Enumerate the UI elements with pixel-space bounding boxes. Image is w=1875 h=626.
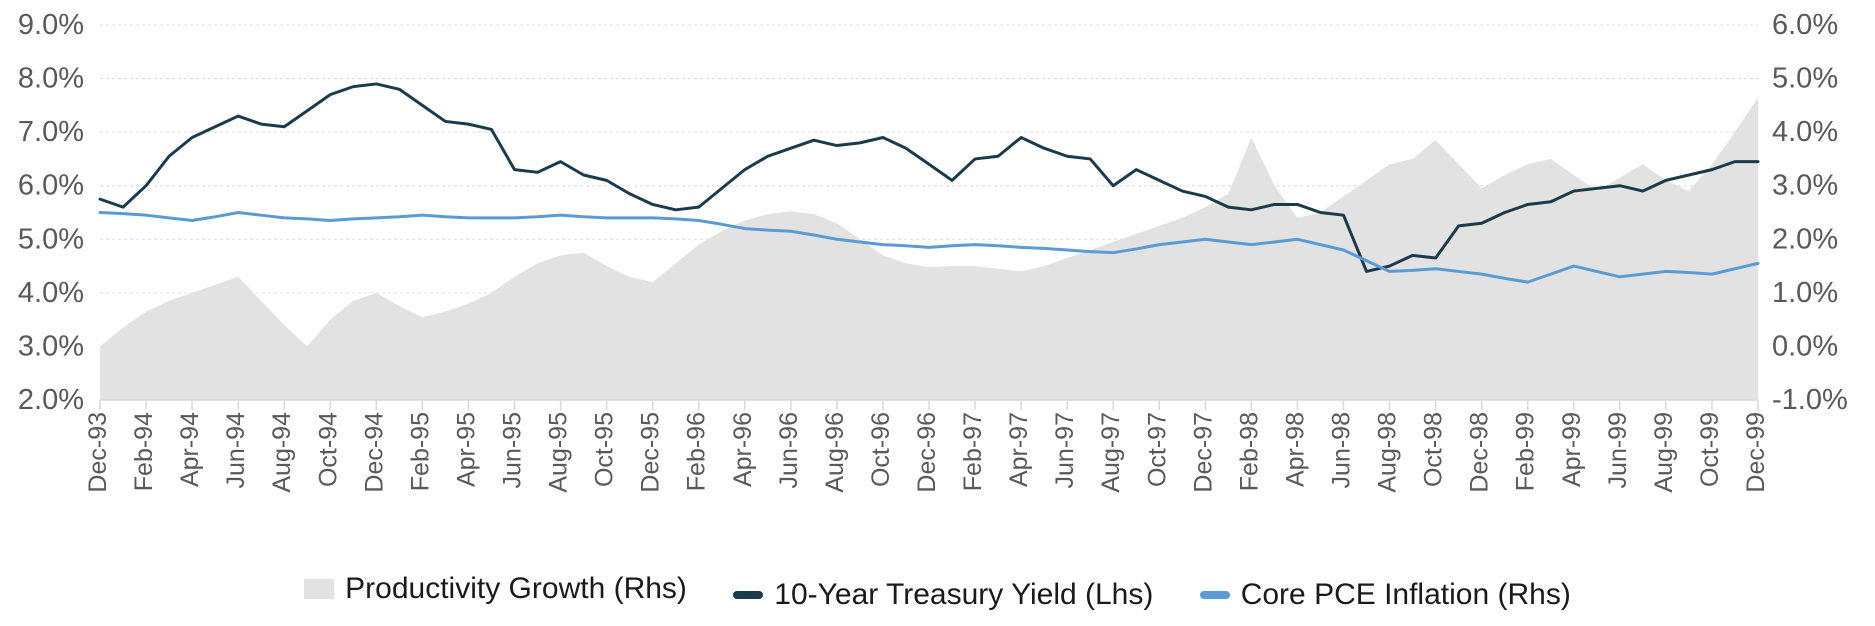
svg-text:Apr-99: Apr-99 <box>1558 412 1586 487</box>
svg-text:8.0%: 8.0% <box>18 63 84 95</box>
svg-text:Jun-96: Jun-96 <box>775 412 803 488</box>
svg-text:Dec-98: Dec-98 <box>1466 412 1494 493</box>
svg-text:5.0%: 5.0% <box>1772 63 1838 95</box>
svg-text:Feb-98: Feb-98 <box>1235 412 1263 491</box>
svg-text:Oct-97: Oct-97 <box>1143 412 1171 487</box>
svg-text:Feb-94: Feb-94 <box>130 412 158 491</box>
svg-text:Aug-98: Aug-98 <box>1374 412 1402 493</box>
svg-text:Aug-99: Aug-99 <box>1650 412 1678 493</box>
svg-text:Oct-94: Oct-94 <box>314 412 342 487</box>
svg-text:Dec-99: Dec-99 <box>1742 412 1770 493</box>
svg-text:3.0%: 3.0% <box>1772 170 1838 202</box>
svg-text:6.0%: 6.0% <box>1772 9 1838 41</box>
svg-text:Aug-95: Aug-95 <box>545 412 573 493</box>
svg-text:3.0%: 3.0% <box>18 330 84 362</box>
svg-text:Feb-97: Feb-97 <box>959 412 987 491</box>
svg-text:Oct-95: Oct-95 <box>591 412 619 487</box>
svg-text:Jun-99: Jun-99 <box>1604 412 1632 488</box>
svg-text:-1.0%: -1.0% <box>1772 384 1848 416</box>
svg-text:Oct-98: Oct-98 <box>1420 412 1448 487</box>
svg-text:0.0%: 0.0% <box>1772 330 1838 362</box>
svg-text:Aug-97: Aug-97 <box>1097 412 1125 493</box>
svg-text:Feb-95: Feb-95 <box>406 412 434 491</box>
svg-text:Jun-97: Jun-97 <box>1051 412 1079 488</box>
svg-text:Dec-96: Dec-96 <box>913 412 941 493</box>
svg-text:Oct-96: Oct-96 <box>867 412 895 487</box>
svg-text:Aug-96: Aug-96 <box>821 412 849 493</box>
svg-text:4.0%: 4.0% <box>1772 116 1838 148</box>
svg-text:Apr-94: Apr-94 <box>176 412 204 487</box>
svg-text:Apr-96: Apr-96 <box>729 412 757 487</box>
svg-text:Jun-95: Jun-95 <box>499 412 527 488</box>
svg-text:Dec-94: Dec-94 <box>360 412 388 493</box>
svg-text:Feb-99: Feb-99 <box>1512 412 1540 491</box>
svg-text:Jun-94: Jun-94 <box>222 412 250 489</box>
svg-text:Jun-98: Jun-98 <box>1328 412 1356 488</box>
svg-text:9.0%: 9.0% <box>18 9 84 41</box>
svg-text:6.0%: 6.0% <box>18 170 84 202</box>
svg-text:Oct-99: Oct-99 <box>1696 412 1724 487</box>
svg-text:4.0%: 4.0% <box>18 277 84 309</box>
svg-text:Apr-97: Apr-97 <box>1005 412 1033 487</box>
svg-text:Aug-94: Aug-94 <box>268 412 296 493</box>
svg-text:Apr-95: Apr-95 <box>452 412 480 487</box>
svg-text:Apr-98: Apr-98 <box>1281 412 1309 487</box>
svg-text:2.0%: 2.0% <box>1772 223 1838 255</box>
svg-text:Feb-96: Feb-96 <box>683 412 711 491</box>
svg-text:5.0%: 5.0% <box>18 223 84 255</box>
svg-text:Dec-97: Dec-97 <box>1189 412 1217 493</box>
svg-text:7.0%: 7.0% <box>18 116 84 148</box>
svg-text:1.0%: 1.0% <box>1772 277 1838 309</box>
svg-text:2.0%: 2.0% <box>18 384 84 416</box>
svg-text:Dec-95: Dec-95 <box>637 412 665 493</box>
svg-text:Dec-93: Dec-93 <box>84 412 112 493</box>
